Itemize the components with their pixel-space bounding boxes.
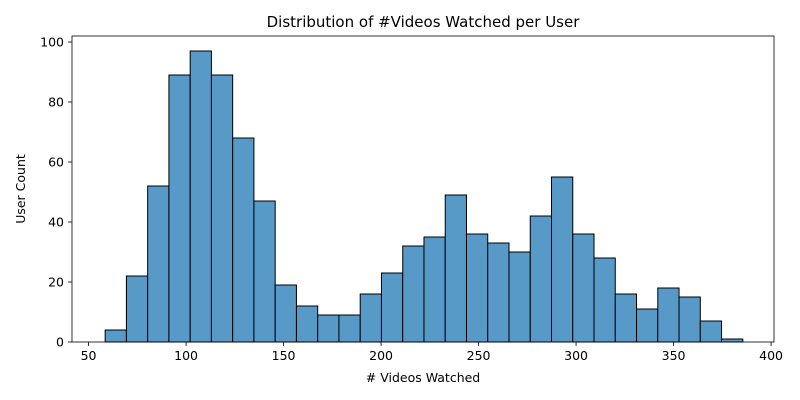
plot-frame bbox=[71, 35, 775, 343]
y-tick-label: 100 bbox=[40, 35, 64, 50]
histogram-bar bbox=[678, 296, 701, 343]
histogram-bar bbox=[232, 137, 255, 343]
histogram-bar bbox=[487, 242, 510, 343]
histogram-bar bbox=[572, 233, 595, 343]
histogram-bar bbox=[295, 305, 319, 343]
histogram-bar bbox=[253, 200, 276, 343]
histogram-bar bbox=[593, 257, 616, 343]
x-tick-label: 250 bbox=[467, 348, 491, 363]
histogram-bar bbox=[551, 176, 574, 343]
histogram-bar bbox=[380, 272, 404, 343]
histogram-bar bbox=[359, 293, 382, 343]
chart-title: Distribution of #Videos Watched per User bbox=[267, 13, 581, 31]
x-tick-label: 100 bbox=[174, 348, 198, 363]
histogram-bar bbox=[168, 74, 191, 343]
x-tick-label: 200 bbox=[369, 348, 393, 363]
histogram-bar bbox=[636, 308, 659, 343]
x-tick-label: 50 bbox=[81, 348, 97, 363]
y-axis-label: User Count bbox=[13, 154, 28, 224]
histogram-bar bbox=[614, 293, 638, 343]
y-axis-ticks: 0 20 40 60 80 100 bbox=[40, 35, 72, 350]
x-tick-label: 350 bbox=[662, 348, 686, 363]
bars-layer bbox=[104, 50, 744, 343]
histogram-bar bbox=[125, 275, 149, 343]
y-tick-label: 60 bbox=[48, 155, 64, 170]
y-tick-label: 0 bbox=[56, 335, 64, 350]
x-tick-label: 150 bbox=[272, 348, 296, 363]
histogram-bar bbox=[104, 329, 127, 343]
x-tick-label: 400 bbox=[759, 348, 783, 363]
y-tick-label: 80 bbox=[48, 95, 64, 110]
histogram-bar bbox=[444, 194, 467, 343]
histogram-bar bbox=[657, 287, 680, 343]
histogram-bar bbox=[274, 284, 297, 343]
histogram-bar bbox=[465, 233, 489, 343]
y-tick-label: 20 bbox=[48, 275, 64, 290]
histogram-bar bbox=[423, 236, 446, 343]
histogram-bar bbox=[147, 185, 170, 343]
histogram-bar bbox=[721, 338, 744, 343]
histogram-bar bbox=[317, 314, 340, 343]
x-tick-label: 300 bbox=[564, 348, 588, 363]
y-tick-label: 40 bbox=[48, 215, 64, 230]
histogram-bar bbox=[508, 251, 531, 343]
x-axis-label: # Videos Watched bbox=[366, 370, 481, 385]
histogram-bar bbox=[529, 215, 553, 343]
histogram-bar bbox=[210, 74, 234, 343]
x-axis-ticks: 50 100 150 200 250 300 350 400 bbox=[81, 342, 783, 363]
histogram-bar bbox=[338, 314, 361, 343]
histogram-bar bbox=[699, 320, 723, 343]
histogram-bar bbox=[402, 245, 425, 343]
histogram-bar bbox=[189, 50, 212, 343]
